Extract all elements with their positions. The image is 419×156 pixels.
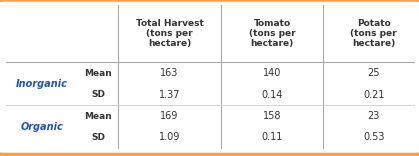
Text: 1.37: 1.37 <box>159 90 180 100</box>
Text: Organic: Organic <box>20 122 63 132</box>
Text: 169: 169 <box>160 111 178 121</box>
Text: Inorganic: Inorganic <box>16 79 67 89</box>
Text: 25: 25 <box>367 68 380 78</box>
Text: Mean: Mean <box>84 112 112 121</box>
Text: 0.11: 0.11 <box>261 132 283 142</box>
Text: 158: 158 <box>263 111 282 121</box>
Text: 0.14: 0.14 <box>261 90 283 100</box>
Text: Potato
(tons per
hectare): Potato (tons per hectare) <box>350 19 397 49</box>
Text: 140: 140 <box>263 68 281 78</box>
Text: Total Harvest
(tons per
hectare): Total Harvest (tons per hectare) <box>136 19 203 49</box>
Text: SD: SD <box>91 90 105 99</box>
Text: 1.09: 1.09 <box>159 132 180 142</box>
Text: 0.21: 0.21 <box>363 90 385 100</box>
Text: 23: 23 <box>367 111 380 121</box>
Text: SD: SD <box>91 133 105 142</box>
Text: 0.53: 0.53 <box>363 132 385 142</box>
Text: Tomato
(tons per
hectare): Tomato (tons per hectare) <box>249 19 295 49</box>
Text: 163: 163 <box>160 68 178 78</box>
Text: Mean: Mean <box>84 69 112 78</box>
